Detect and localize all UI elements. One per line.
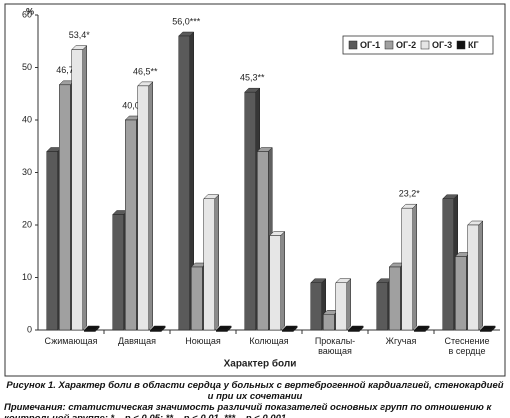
- y-tick-label: 20: [22, 219, 32, 229]
- value-label: 23,2*: [399, 189, 421, 199]
- bar: [257, 151, 269, 331]
- bar-side: [346, 278, 351, 331]
- x-tick-label: Колющая: [249, 336, 288, 346]
- bar: [467, 224, 479, 331]
- bar: [150, 329, 162, 332]
- bar: [112, 214, 124, 331]
- bar: [216, 329, 228, 332]
- bar: [414, 329, 426, 332]
- x-tick-label: Ноющая: [185, 336, 221, 346]
- bar: [191, 266, 203, 331]
- bar: [178, 35, 190, 331]
- bar-side: [412, 203, 417, 331]
- bar: [269, 235, 281, 331]
- value-label: 45,3**: [240, 73, 265, 83]
- legend-swatch: [348, 40, 358, 50]
- legend-box: [342, 35, 494, 55]
- bar: [442, 198, 454, 331]
- y-tick-label: 30: [22, 167, 32, 177]
- bar: [125, 119, 137, 331]
- x-tick-label: Жгучая: [386, 336, 417, 346]
- figure-note: Примечания: статистическая значимость ра…: [4, 402, 492, 418]
- y-axis-label: %: [26, 6, 34, 16]
- bar: [71, 49, 83, 331]
- bar-side: [280, 230, 285, 331]
- bar: [244, 91, 256, 331]
- y-tick-label: 50: [22, 62, 32, 72]
- legend-swatch: [420, 40, 430, 50]
- bar-side: [478, 220, 483, 331]
- legend-swatch: [456, 40, 466, 50]
- bar: [335, 282, 347, 331]
- y-tick-label: 0: [27, 324, 32, 334]
- legend-label: ОГ-1: [360, 40, 380, 50]
- value-label: 40,0*: [122, 100, 144, 110]
- x-tick-label: Давящая: [118, 336, 156, 346]
- bar: [323, 314, 335, 331]
- bar: [389, 266, 401, 331]
- bar-side: [214, 194, 219, 331]
- chart: % Характер боли 0 10 20 30 40 50 60 Сжимающая 46…: [4, 3, 506, 377]
- bar: [137, 85, 149, 331]
- value-label: 46,7*: [56, 65, 78, 75]
- value-label: 46,5**: [133, 66, 158, 76]
- bar-side: [148, 81, 153, 331]
- bar: [310, 282, 322, 331]
- legend-swatch: [384, 40, 394, 50]
- y-tick-label: 10: [22, 272, 32, 282]
- bar: [84, 329, 96, 332]
- bar: [46, 151, 58, 331]
- x-axis-label: Характер боли: [224, 358, 297, 370]
- y-tick-label: 60: [22, 9, 32, 19]
- bar: [401, 207, 413, 331]
- legend-label: ОГ-2: [396, 40, 416, 50]
- chart-frame: [4, 3, 506, 377]
- legend-label: КГ: [468, 40, 479, 50]
- x-tick-label: Прокалы-вающая: [315, 336, 355, 356]
- value-label: 53,4*: [69, 30, 91, 40]
- x-tick-label: Стеснение в сердце: [444, 336, 489, 356]
- value-label: 56,0***: [172, 16, 201, 26]
- bar: [282, 329, 294, 332]
- bar: [455, 256, 467, 331]
- bar-side: [82, 45, 87, 331]
- figure-caption: Рисунок 1. Характер боли в области сердц…: [6, 380, 504, 402]
- y-tick-label: 40: [22, 114, 32, 124]
- bar: [376, 282, 388, 331]
- caption-block: Рисунок 1. Характер боли в области сердц…: [4, 380, 506, 418]
- bar: [348, 329, 360, 332]
- bar: [203, 198, 215, 331]
- x-tick-label: Сжимающая: [45, 336, 98, 346]
- bar: [59, 84, 71, 331]
- legend-label: ОГ-3: [432, 40, 452, 50]
- bar: [480, 329, 492, 332]
